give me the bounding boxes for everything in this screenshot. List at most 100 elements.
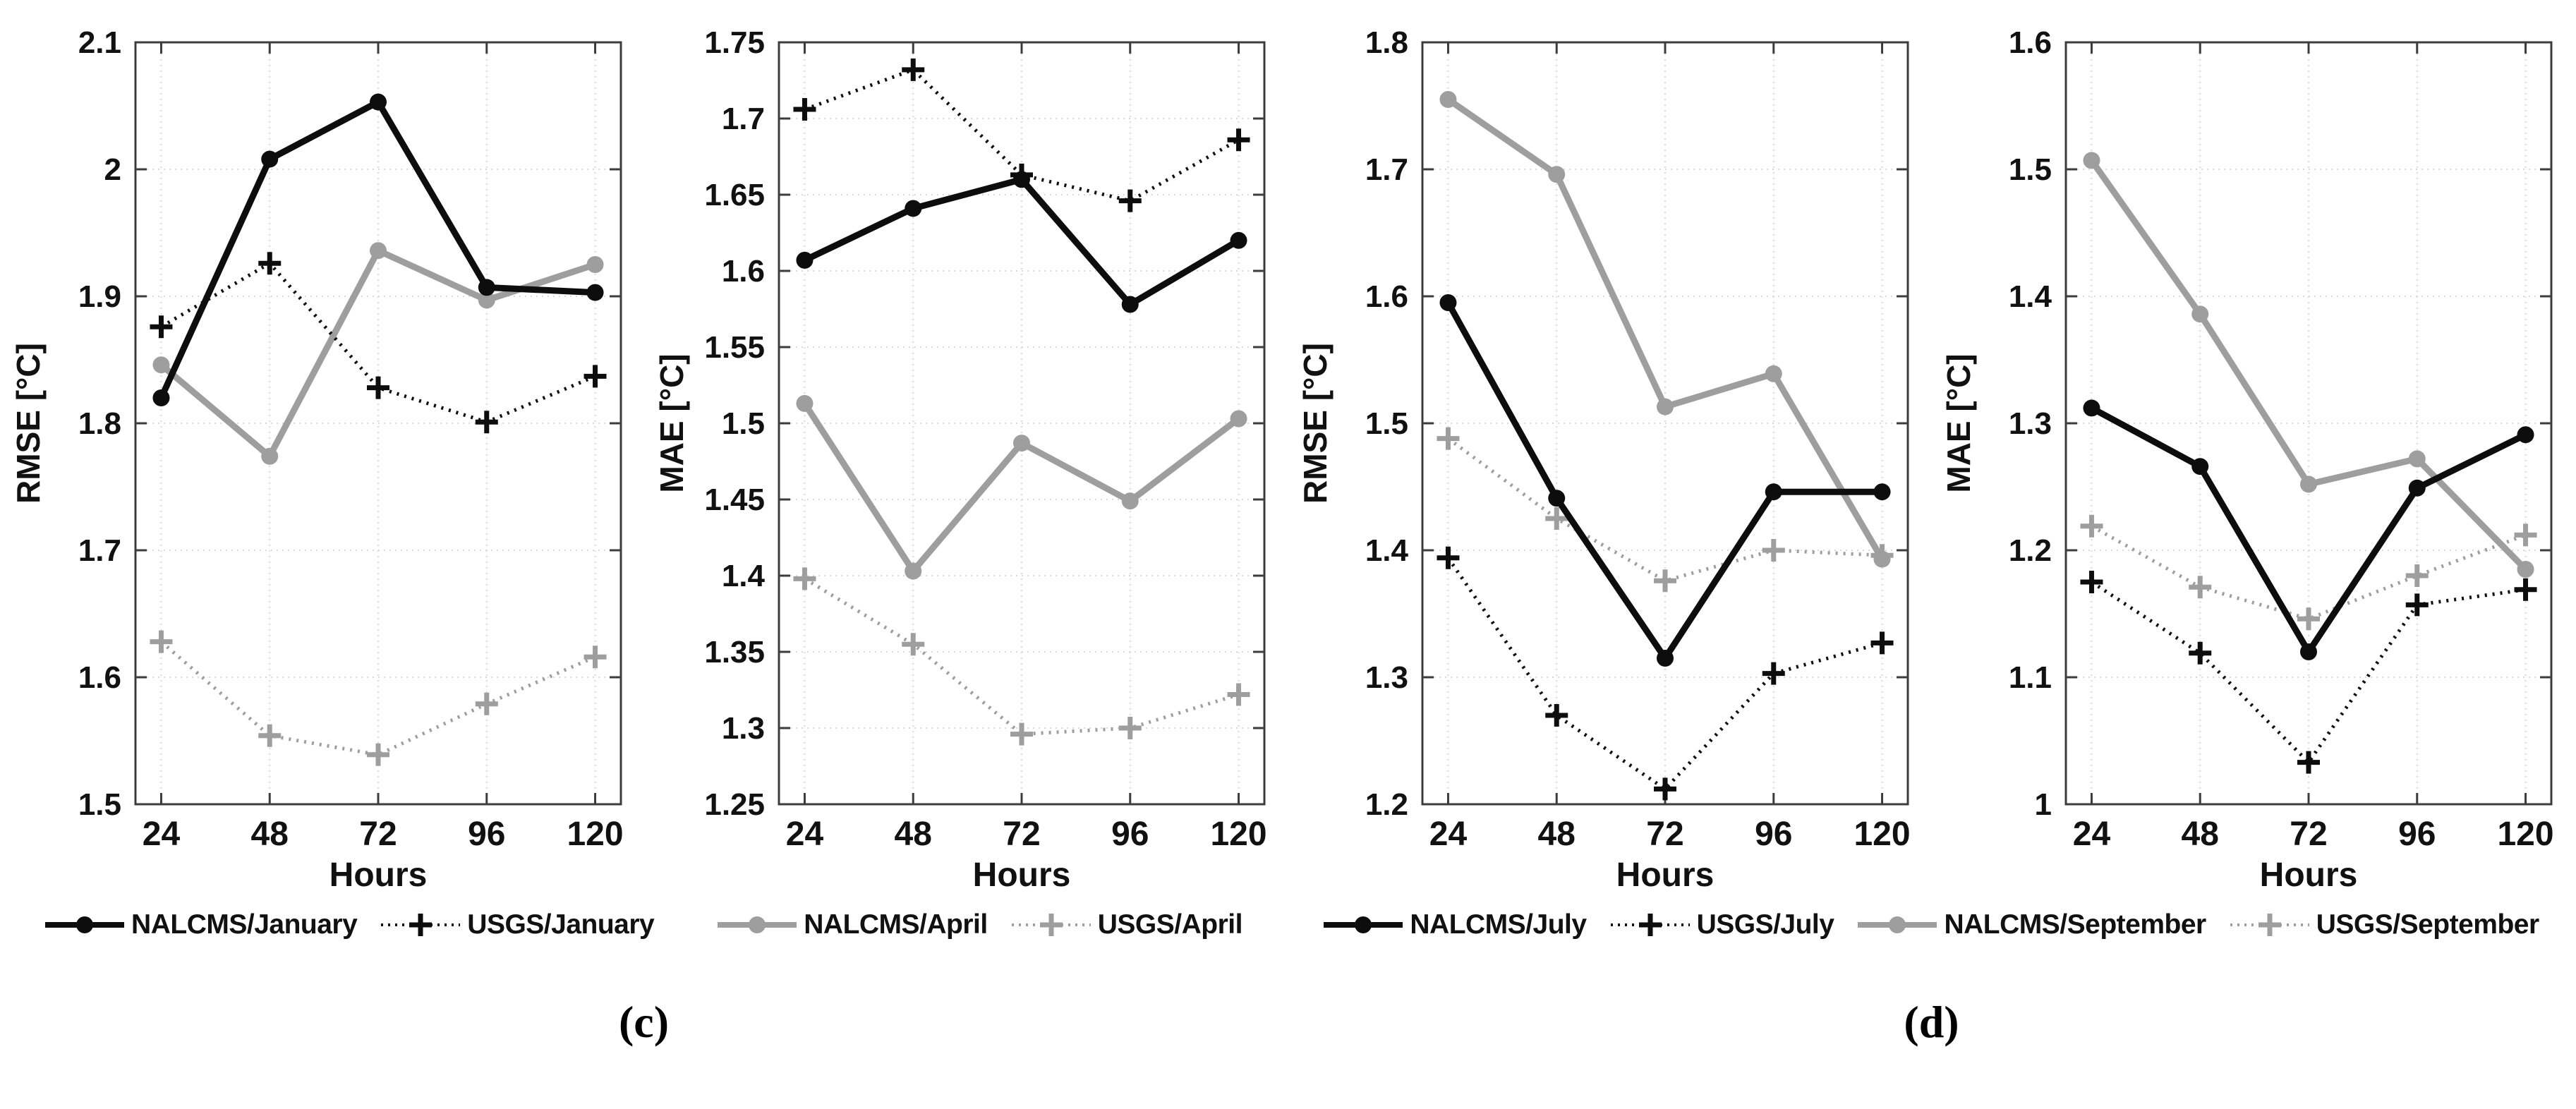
x-tick-label: 72	[1003, 816, 1040, 853]
y-tick-label: 1.5	[2009, 152, 2052, 187]
legend-label: USGS/April	[1097, 909, 1243, 940]
series-group	[2080, 152, 2537, 774]
dotted-line-plus-swatch-icon	[381, 914, 461, 936]
data-point-marker	[478, 279, 495, 296]
x-tick-label: 24	[2073, 816, 2111, 853]
data-point-marker	[2191, 458, 2209, 475]
y-tick-label: 1.4	[2009, 279, 2052, 314]
series-group	[1437, 91, 1894, 801]
y-tick-label: 1.5	[722, 406, 765, 441]
y-tick-label: 1.7	[722, 102, 765, 136]
data-point-marker	[586, 284, 604, 301]
data-point-marker	[2408, 450, 2426, 468]
legend-item-nalcms-july: NALCMS/July	[1324, 909, 1587, 940]
data-point-marker	[2408, 479, 2426, 497]
chart-svg: 1.5 1.6 1.7 1.8 1.9 2 2.1 24 48 72 96 120 Hours RMSE …	[10, 25, 624, 894]
data-point-marker	[152, 389, 170, 406]
tick-marks	[779, 41, 1264, 806]
x-tick-labels: 24 48 72 96 120	[1429, 816, 1911, 853]
x-tick-label: 72	[1646, 816, 1683, 853]
legend-label: USGS/September	[2316, 909, 2539, 940]
x-tick-label: 24	[786, 816, 824, 853]
y-tick-label: 1.6	[1365, 279, 1408, 314]
y-tick-label: 1	[2035, 787, 2052, 822]
data-point-marker	[152, 356, 170, 374]
data-point-marker	[1230, 231, 1247, 249]
x-tick-label: 120	[567, 816, 623, 853]
chart-panel-mae-july-september: 1 1.1 1.2 1.3 1.4 1.5 1.6 24 48 72 96 120 Hours MAE […	[1930, 0, 2574, 894]
legend-half-d: NALCMS/July USGS/July NALCMS/September USGS…	[1288, 895, 2575, 955]
data-point-marker	[1657, 650, 1674, 667]
caption-half-left: (c)	[0, 955, 1288, 1103]
x-tick-label: 120	[1210, 816, 1266, 853]
y-tick-label: 1.75	[704, 25, 765, 60]
data-point-marker	[1873, 483, 1891, 501]
caption-c: (c)	[618, 997, 670, 1047]
x-tick-label: 48	[1538, 816, 1576, 853]
x-tick-labels: 24 48 72 96 120	[2073, 816, 2554, 853]
chart-panel-rmse-january-april: 1.5 1.6 1.7 1.8 1.9 2 2.1 24 48 72 96 120 Hours RMSE …	[0, 0, 643, 894]
legend-band: NALCMS/January USGS/January NALCMS/April U…	[0, 895, 2576, 955]
legend-label: USGS/January	[467, 909, 655, 940]
y-tick-label: 1.1	[2009, 660, 2052, 695]
data-point-marker	[905, 562, 922, 580]
y-axis-label: RMSE [°C]	[1297, 343, 1334, 504]
y-tick-label: 2.1	[78, 25, 121, 60]
legend-label: NALCMS/September	[1944, 909, 2206, 940]
data-point-marker	[1013, 171, 1030, 188]
legend-label: NALCMS/January	[131, 909, 358, 940]
x-tick-label: 96	[1111, 816, 1149, 853]
data-point-marker	[261, 150, 279, 168]
data-point-marker	[2083, 152, 2100, 169]
legend-label: NALCMS/July	[1410, 909, 1587, 940]
y-tick-label: 1.9	[78, 279, 121, 314]
y-tick-label: 1.3	[722, 711, 765, 746]
y-tick-label: 1.5	[1365, 406, 1408, 441]
line-series-usgs-january	[160, 260, 596, 424]
legend-group-january: NALCMS/January USGS/January	[45, 909, 655, 940]
y-tick-label: 1.45	[704, 483, 765, 517]
x-tick-label: 24	[1429, 816, 1468, 853]
data-point-marker	[1657, 398, 1674, 416]
data-point-marker	[2300, 643, 2317, 660]
legend-item-nalcms-september: NALCMS/September	[1858, 909, 2206, 940]
x-tick-label: 72	[359, 816, 397, 853]
y-tick-label: 1.65	[704, 178, 765, 212]
data-point-marker	[1121, 492, 1139, 510]
y-tick-label: 1.55	[704, 330, 765, 365]
x-tick-label: 96	[468, 816, 505, 853]
data-point-marker	[2083, 399, 2100, 417]
y-tick-label: 2	[104, 152, 121, 187]
solid-line-circle-swatch-icon	[718, 916, 797, 933]
x-tick-label: 48	[895, 816, 932, 853]
y-tick-label: 1.8	[1365, 25, 1408, 60]
data-point-marker	[796, 394, 814, 412]
chart-svg: 1.2 1.3 1.4 1.5 1.6 1.7 1.8 24 48 72 96 120 Hours RMS…	[1297, 25, 1911, 894]
data-point-marker	[478, 291, 495, 309]
caption-half-right: (d)	[1288, 955, 2575, 1103]
chart-panel-mae-january-april: 1.25 1.3 1.35 1.4 1.45 1.5 1.55 1.6 1.65 1.7 1.75 2…	[643, 0, 1287, 894]
series-group	[793, 58, 1250, 746]
legend-group-april: NALCMS/April USGS/April	[718, 909, 1242, 940]
gridlines	[135, 42, 621, 804]
gridlines	[779, 42, 1264, 804]
x-tick-label: 120	[1854, 816, 1910, 853]
gridlines	[2066, 42, 2551, 804]
data-point-marker	[370, 93, 387, 111]
x-axis-label: Hours	[1616, 856, 1715, 889]
y-tick-labels: 1.2 1.3 1.4 1.5 1.6 1.7 1.8	[1365, 25, 1409, 822]
chart-svg: 1.25 1.3 1.35 1.4 1.45 1.5 1.55 1.6 1.65 1.7 1.75 2…	[653, 25, 1267, 894]
caption-band: (c) (d)	[0, 955, 2576, 1103]
x-axis-label: Hours	[2260, 856, 2358, 889]
data-point-marker	[2517, 561, 2534, 578]
gridlines	[1422, 42, 1908, 804]
series-group	[150, 93, 607, 766]
y-tick-labels: 1 1.1 1.2 1.3 1.4 1.5 1.6	[2009, 25, 2052, 822]
data-point-marker	[1439, 294, 1457, 311]
y-tick-label: 1.4	[1365, 533, 1409, 568]
charts-row: 1.5 1.6 1.7 1.8 1.9 2 2.1 24 48 72 96 120 Hours RMSE …	[0, 0, 2574, 894]
solid-line-circle-swatch-icon	[1858, 916, 1937, 933]
line-series-usgs-april	[159, 640, 596, 757]
y-tick-label: 1.35	[704, 635, 765, 669]
